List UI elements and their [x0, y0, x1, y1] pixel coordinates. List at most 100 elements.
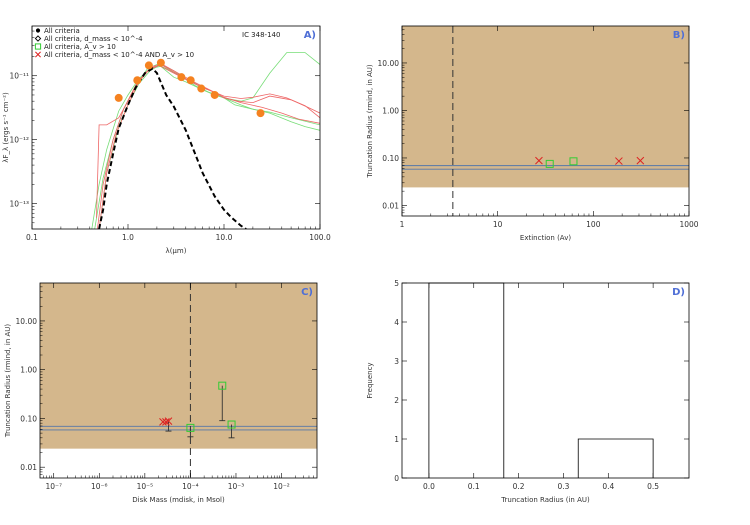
- y-tick-label: 10.00: [16, 317, 38, 326]
- square-marker: [218, 381, 227, 390]
- sed-model-line: [96, 64, 320, 218]
- panel-d-histogram: 0.0 0.1 0.2 0.3 0.4 0.5 0 1 2 3 4 5 Truncation Radiu…: [366, 279, 690, 504]
- x-marker-stroke: [615, 157, 623, 165]
- panel-label: B): [673, 30, 685, 41]
- x-marker: [615, 157, 623, 165]
- x-tick-label: 10⁻³: [228, 482, 245, 491]
- x-axis-label: Truncation Radius (in AU): [500, 496, 590, 504]
- legend-entry-label: All criteria, A_v > 10: [44, 43, 116, 51]
- x-tick-label: 10⁻⁷: [45, 482, 62, 491]
- square-marker: [186, 423, 195, 432]
- x-tick-label: 100: [586, 220, 601, 229]
- x-tick-label: 10.0: [216, 233, 233, 242]
- x-marker-stroke: [159, 418, 167, 426]
- observed-flux-point: [186, 76, 195, 85]
- sed-model-line: [91, 52, 320, 229]
- x-tick-label: 0.2: [513, 482, 525, 491]
- panel-b-extinction: 1 10 100 1000 0.01 0.10 1.00 10.00 Extinction (A…: [366, 25, 699, 242]
- square-marker: [227, 420, 236, 429]
- x-tick-label: 10⁻²: [273, 482, 290, 491]
- y-axis-label: Truncation Radius (rmind, in AU): [4, 324, 12, 439]
- diamond-marker: [34, 35, 42, 42]
- x-tick-label: 0.0: [423, 482, 435, 491]
- x-marker: [636, 156, 645, 165]
- x-marker-stroke: [535, 156, 543, 165]
- x-tick-label: 1.0: [122, 233, 134, 242]
- panel-label: C): [301, 287, 313, 298]
- x-marker-stroke: [35, 51, 41, 58]
- x-tick-label: 10⁻⁴: [182, 482, 199, 491]
- observed-flux-point: [144, 61, 153, 70]
- square-marker: [545, 159, 554, 168]
- x-marker: [535, 156, 543, 165]
- y-tick-label: 1: [394, 435, 399, 444]
- allowed-region-shading: [402, 26, 689, 188]
- panel-label: D): [672, 287, 685, 298]
- y-tick-label: 0.01: [20, 463, 37, 472]
- y-tick-label: 2: [394, 396, 399, 405]
- x-tick-label: 1: [400, 220, 405, 229]
- x-tick-label: 100.0: [309, 233, 331, 242]
- y-tick-label: 0.10: [382, 154, 399, 163]
- y-tick-label: 0.10: [20, 414, 37, 423]
- legend-entry-label: All criteria: [44, 27, 80, 35]
- sed-model-line: [97, 64, 320, 229]
- y-tick-label: 4: [394, 318, 399, 327]
- y-tick-label: 10⁻¹²: [9, 136, 29, 145]
- square-marker: [34, 43, 42, 50]
- x-tick-label: 10⁻⁶: [91, 482, 108, 491]
- y-axis-label: λF_λ (ergs s⁻¹ cm⁻²): [2, 92, 10, 163]
- x-tick-label: 10: [493, 220, 503, 229]
- panel-c-disk-mass: 10⁻⁷ 10⁻⁶ 10⁻⁵ 10⁻⁴ 10⁻³ 10⁻² 0.01 0.10 1.00 10.0…: [4, 282, 318, 504]
- observed-flux-point: [210, 90, 219, 99]
- x-marker: [162, 418, 170, 426]
- allowed-region-shading: [40, 283, 317, 449]
- y-tick-label: 1.00: [20, 366, 37, 375]
- legend-entry-label: All criteria, d_mass < 10^-4: [44, 35, 143, 43]
- panel-a-sed: 0.1 1.0 10.0 100.0 10⁻¹³ 10⁻¹² 10⁻¹¹ λ(μm) λF_λ …: [2, 25, 331, 255]
- x-marker-stroke: [162, 418, 170, 426]
- plot-frame: [401, 282, 690, 479]
- panel-a-plot-area: [91, 52, 320, 229]
- y-axis-label: Truncation Radius (rmind, in AU): [366, 64, 374, 179]
- x-marker-stroke: [164, 417, 173, 425]
- x-tick-label: 10⁻⁵: [137, 482, 154, 491]
- x-tick-label: 0.5: [647, 482, 659, 491]
- legend-entry-label: All criteria, d_mass < 10^-4 AND A_v > 1…: [44, 51, 194, 59]
- observed-flux-point: [177, 73, 186, 82]
- observed-flux-point: [133, 76, 142, 85]
- y-tick-label: 10⁻¹³: [9, 200, 29, 209]
- x-tick-label: 0.3: [557, 482, 569, 491]
- y-tick-label: 10.00: [378, 59, 400, 68]
- x-axis-label: Extinction (Av): [520, 234, 571, 242]
- object-annotation: IC 348-140: [242, 31, 280, 39]
- x-axis-label: Disk Mass (mdisk, in Msol): [132, 496, 225, 504]
- sed-stellar-photosphere-line: [98, 67, 247, 229]
- y-tick-label: 0.01: [382, 201, 399, 210]
- observed-flux-point: [197, 84, 206, 93]
- y-tick-label: 3: [394, 357, 399, 366]
- histogram-bar: [577, 438, 654, 478]
- x-tick-label: 0.1: [468, 482, 480, 491]
- observed-flux-point: [114, 93, 123, 102]
- y-tick-label: 5: [394, 279, 399, 288]
- dot-marker: [35, 28, 41, 33]
- square-marker: [569, 157, 578, 166]
- x-tick-label: 0.1: [26, 233, 38, 242]
- plot-frame: [31, 25, 321, 230]
- y-tick-label: 0: [394, 474, 399, 483]
- histogram-bar: [428, 282, 505, 478]
- y-axis-label: Frequency: [366, 362, 374, 398]
- x-marker: [164, 417, 173, 425]
- x-marker-stroke: [636, 156, 645, 165]
- x-marker: [35, 51, 41, 58]
- x-tick-label: 1000: [679, 220, 698, 229]
- panel-label: A): [304, 30, 316, 41]
- y-tick-label: 10⁻¹¹: [9, 72, 29, 81]
- x-axis-label: λ(μm): [166, 247, 187, 255]
- y-tick-label: 1.00: [382, 106, 399, 115]
- x-tick-label: 0.4: [602, 482, 614, 491]
- observed-flux-point: [156, 58, 165, 67]
